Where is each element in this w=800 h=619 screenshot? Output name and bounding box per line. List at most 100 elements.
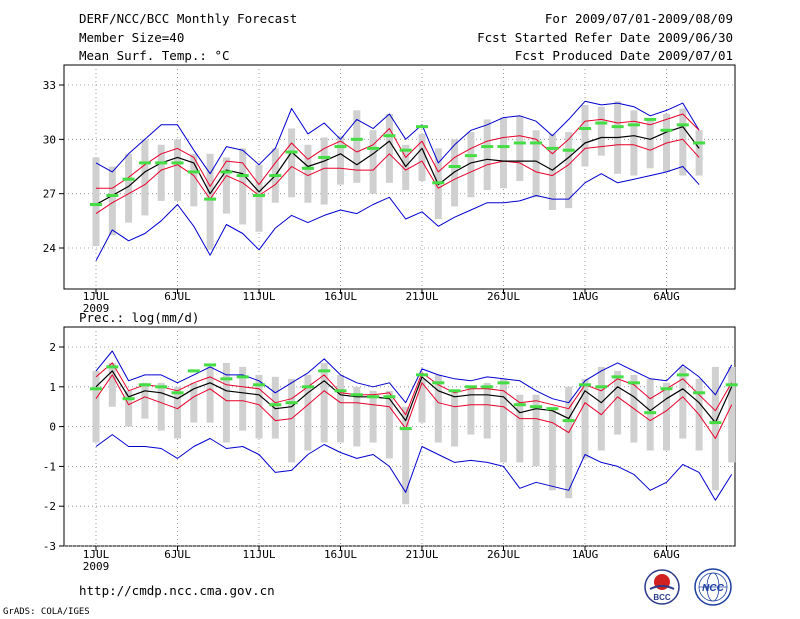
temp-min-line (95, 166, 700, 261)
temp-spread-box (141, 139, 149, 216)
temp-spread-box (597, 106, 605, 156)
precip-spread-box (532, 394, 540, 467)
temp-y-tick-label: 24 (43, 242, 57, 255)
precip-spread-box (222, 362, 230, 443)
temp-spread-box (320, 137, 328, 205)
temp-x-tick-label: 11JUL (242, 290, 275, 303)
precip-forecast-marker (269, 403, 282, 407)
temp-median-line (95, 126, 700, 206)
temp-spread-box (353, 110, 361, 183)
precip-spread-box (304, 374, 312, 451)
precip-forecast-marker (171, 391, 184, 395)
precip-forecast-marker (627, 381, 640, 385)
precip-x-tick-label: 11JUL (242, 548, 275, 561)
temp-spread-box (288, 128, 296, 198)
temp-spread-box (206, 153, 214, 250)
precip-x-tick-label: 6AUG (653, 548, 680, 561)
precip-spread-box (125, 390, 133, 427)
temp-spread-box (337, 135, 344, 185)
precip-forecast-marker (448, 389, 461, 393)
precip-y-tick-label: 1 (49, 381, 56, 394)
temp-forecast-marker (546, 146, 559, 150)
precip-spread-box (581, 378, 589, 459)
precip-spread-box (157, 382, 165, 431)
precip-forecast-marker (220, 377, 233, 381)
precip-forecast-marker (318, 369, 331, 373)
temp-spread-box (646, 119, 654, 169)
precip-y-tick-label: -1 (43, 460, 56, 473)
precip-forecast-marker (350, 393, 363, 397)
precip-forecast-marker (432, 381, 445, 385)
precip-forecast-marker (122, 397, 135, 401)
precip-forecast-marker (676, 373, 689, 377)
precip-spread-box (663, 382, 670, 451)
temp-y-tick-label: 27 (43, 188, 56, 201)
precip-x-year-label: 2009 (83, 560, 110, 573)
precip-x-tick-label: 16JUL (324, 548, 357, 561)
temp-forecast-marker (448, 165, 461, 168)
temp-spread-box (255, 164, 263, 232)
precip-forecast-marker (285, 401, 298, 405)
temp-spread-box (532, 130, 540, 198)
temp-spread-box (418, 133, 426, 181)
temp-forecast-marker (383, 134, 396, 138)
chart-title: DERF/NCC/BCC Monthly Forecast (79, 11, 298, 26)
precip-forecast-marker (236, 375, 249, 379)
precip-forecast-marker (464, 385, 477, 389)
precip-spread-box (174, 386, 181, 439)
precip-spread-box (646, 378, 654, 451)
precip-y-tick-label: 0 (49, 421, 56, 434)
precip-x-tick-label: 6JUL (164, 548, 191, 561)
precip-spread-box (516, 394, 524, 463)
temp-forecast-marker (138, 161, 151, 165)
precip-x-tick-label: 26JUL (487, 548, 520, 561)
temp-spread-box (157, 144, 165, 201)
precip-spread-box (353, 386, 361, 447)
precip-forecast-marker (497, 381, 510, 385)
temp-forecast-marker (171, 161, 184, 165)
temp-forecast-marker (464, 154, 477, 158)
forecast-period: For 2009/07/01-2009/08/09 (544, 11, 733, 26)
member-size: Member Size=40 (79, 30, 185, 45)
source-url[interactable]: http://cmdp.ncc.cma.gov.cn (79, 583, 275, 598)
temp-x-tick-label: 1JUL (83, 290, 110, 303)
temp-spread-box (483, 119, 491, 191)
precip-spread-box (108, 362, 116, 407)
temp-forecast-marker (318, 155, 331, 159)
temp-forecast-marker (253, 193, 265, 197)
temp-forecast-marker (432, 181, 445, 185)
ncc-logo-text: NCC (702, 583, 724, 594)
precip-forecast-marker (334, 389, 347, 393)
precip-y-tick-label: 2 (49, 341, 56, 354)
temp-x-tick-label: 26JUL (487, 290, 520, 303)
precip-min-line (95, 434, 733, 501)
precip-spread-box (548, 406, 556, 491)
temp-spread-box (304, 144, 312, 203)
precip-forecast-marker (187, 369, 200, 373)
temp-spread-box (516, 115, 524, 181)
precip-forecast-marker (579, 383, 591, 387)
precip-forecast-marker (204, 363, 217, 367)
precip-spread-box (288, 378, 296, 463)
precip-spread-box (369, 390, 377, 443)
bcc-logo-text: BCC (653, 593, 671, 602)
temp-spread-box (581, 104, 589, 167)
precip-forecast-marker (709, 421, 722, 425)
temp-upper-quartile-line (96, 113, 700, 189)
precip-x-tick-label: 1AUG (572, 548, 599, 561)
precip-forecast-marker (138, 383, 151, 387)
temp-forecast-marker (236, 174, 249, 178)
temp-spread-box (369, 130, 377, 194)
temp-panel-title: Mean Surf. Temp.: °C (79, 48, 230, 63)
temp-forecast-marker (595, 121, 608, 125)
temp-forecast-marker (334, 145, 347, 149)
precip-spread-box (271, 376, 279, 439)
temp-forecast-marker (676, 123, 689, 127)
precip-y-tick-label: -2 (43, 500, 56, 513)
temp-forecast-marker (579, 126, 591, 130)
precip-forecast-marker (383, 395, 396, 399)
temp-forecast-marker (187, 170, 200, 174)
temp-x-tick-label: 6JUL (164, 290, 191, 303)
precip-spread-box (565, 386, 573, 499)
